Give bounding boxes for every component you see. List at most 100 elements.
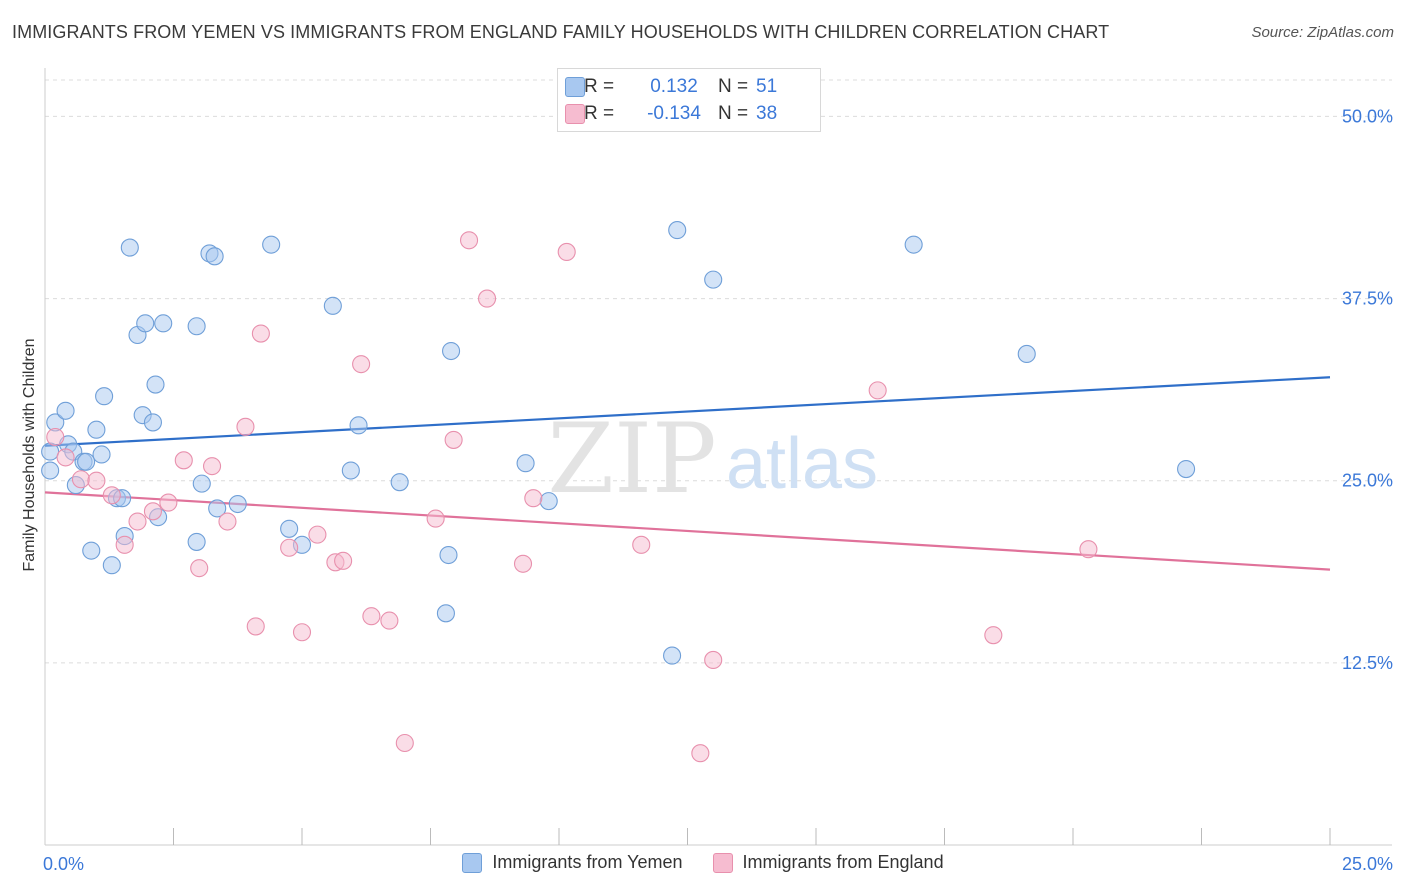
point-england <box>87 471 106 490</box>
point-england <box>426 509 445 528</box>
legend-item-england[interactable]: Immigrants from England <box>712 852 944 873</box>
point-england <box>203 457 222 476</box>
legend-label-yemen: Immigrants from Yemen <box>492 852 683 872</box>
point-england <box>236 417 255 436</box>
point-yemen <box>154 314 173 333</box>
n-value: 38 <box>756 103 778 124</box>
point-england <box>632 535 651 554</box>
data-points <box>41 221 1196 763</box>
point-yemen <box>205 247 224 266</box>
point-yemen <box>136 314 155 333</box>
point-england <box>334 551 353 570</box>
bottom-legend: Immigrants from Yemen Immigrants from En… <box>0 852 1406 873</box>
point-yemen <box>1017 344 1036 363</box>
trend-line-yemen <box>44 376 1331 447</box>
point-england <box>280 538 299 557</box>
point-england <box>251 324 270 343</box>
point-england <box>691 744 710 763</box>
axes <box>44 68 1392 846</box>
n-value: 51 <box>756 76 778 97</box>
point-yemen <box>436 604 455 623</box>
legend-swatch-england <box>712 852 733 873</box>
legend-label-england: Immigrants from England <box>742 852 944 872</box>
point-yemen <box>87 420 106 439</box>
y-tick-labels: 12.5% 25.0% 37.5% 50.0% <box>1342 106 1393 672</box>
point-england <box>308 525 327 544</box>
watermark-atlas: atlas <box>726 424 878 504</box>
gridlines <box>45 79 1392 664</box>
england-swatch <box>565 104 585 124</box>
point-yemen <box>349 416 368 435</box>
point-england <box>115 535 134 554</box>
point-england <box>524 489 543 508</box>
point-yemen <box>95 387 114 406</box>
point-england <box>704 650 723 669</box>
point-yemen <box>187 317 206 336</box>
watermark: ZIP atlas <box>547 403 878 515</box>
source-credit: Source: ZipAtlas.com <box>1251 24 1394 41</box>
point-yemen <box>516 454 535 473</box>
point-yemen <box>102 556 121 575</box>
x-tick-label: 25.0% <box>1342 854 1393 874</box>
x-tick-labels: 0.0% 25.0% <box>43 854 1393 874</box>
stats-row-yemen: R = 0.132 N = 51 <box>565 74 778 100</box>
point-england <box>246 617 265 636</box>
point-england <box>362 607 381 626</box>
point-yemen <box>41 461 60 480</box>
x-tick-label: 0.0% <box>43 854 84 874</box>
point-england <box>395 733 414 753</box>
point-england <box>218 512 237 531</box>
point-yemen <box>262 235 281 254</box>
point-yemen <box>228 494 247 514</box>
point-england <box>352 355 371 374</box>
point-yemen <box>668 221 687 240</box>
point-england <box>513 554 533 573</box>
r-label: R = <box>584 103 615 124</box>
y-tick-label: 25.0% <box>1342 471 1393 491</box>
point-yemen <box>56 401 75 420</box>
point-england <box>477 289 497 308</box>
legend-swatch-yemen <box>462 852 483 873</box>
point-yemen <box>187 532 206 551</box>
point-yemen <box>704 270 723 289</box>
point-yemen <box>341 461 360 480</box>
point-england <box>190 559 209 578</box>
watermark-zip: ZIP <box>547 403 716 515</box>
legend-item-yemen[interactable]: Immigrants from Yemen <box>462 852 683 873</box>
y-tick-label: 12.5% <box>1342 653 1393 673</box>
point-england <box>380 611 399 630</box>
point-yemen <box>1177 460 1196 479</box>
point-england <box>444 430 463 449</box>
point-yemen <box>439 545 458 565</box>
r-value: 0.132 <box>650 76 698 97</box>
trend-line-england <box>44 491 1331 571</box>
chart-title: IMMIGRANTS FROM YEMEN VS IMMIGRANTS FROM… <box>12 22 1110 42</box>
point-england <box>1079 540 1098 559</box>
point-yemen <box>120 238 139 257</box>
point-yemen <box>390 473 409 492</box>
stats-row-england: R = -0.134 N = 38 <box>565 101 778 127</box>
point-england <box>102 486 121 505</box>
point-england <box>868 381 887 400</box>
point-yemen <box>208 499 227 518</box>
point-england <box>128 512 147 531</box>
point-yemen <box>904 235 923 254</box>
yemen-swatch <box>565 77 585 97</box>
point-england <box>459 231 479 250</box>
r-label: R = <box>584 76 615 97</box>
point-yemen <box>77 452 96 471</box>
point-yemen <box>323 296 342 315</box>
point-england <box>174 451 193 470</box>
point-england <box>46 427 65 447</box>
point-england <box>159 493 178 512</box>
point-yemen <box>92 445 111 464</box>
point-yemen <box>143 413 162 432</box>
n-label: N = <box>718 76 749 97</box>
point-yemen <box>146 375 165 394</box>
point-yemen <box>280 519 299 538</box>
r-value: -0.134 <box>647 103 701 124</box>
y-tick-label: 50.0% <box>1342 106 1393 126</box>
n-label: N = <box>718 103 749 124</box>
point-england <box>292 623 312 642</box>
